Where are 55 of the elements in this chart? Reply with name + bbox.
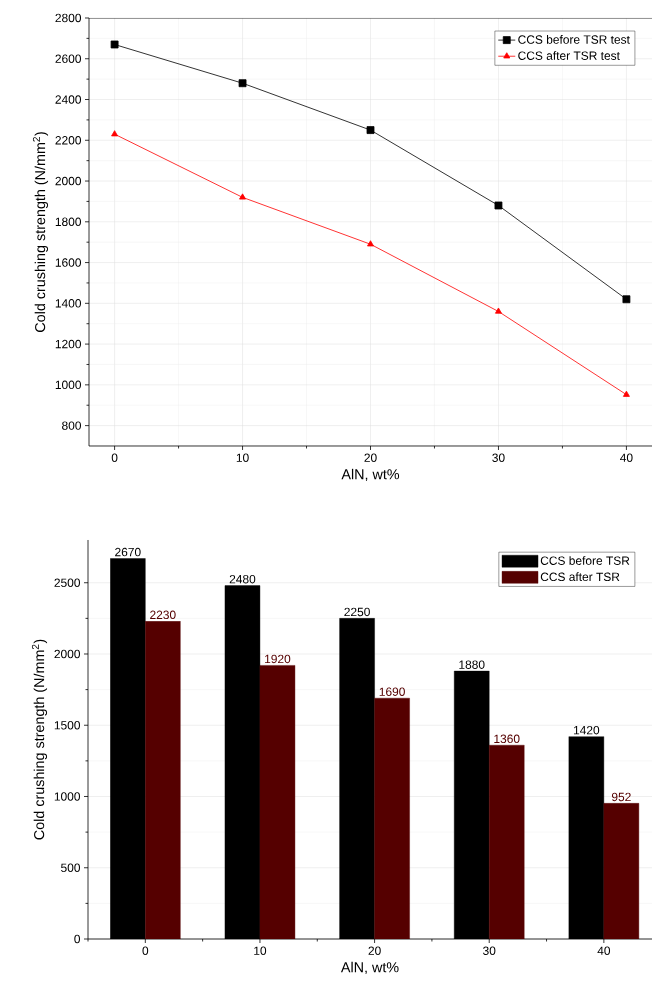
- y-tick-label: 1400: [55, 299, 82, 308]
- y-tick-label: 2800: [55, 13, 82, 23]
- y-axis-title: Cold crushing strength (N/mm$^{2}$): [32, 132, 49, 332]
- x-axis-title: AlN, wt%: [341, 468, 400, 482]
- y-tick-label: 1000: [54, 792, 81, 801]
- y-tick-label: 2400: [55, 95, 82, 104]
- point: [111, 130, 119, 137]
- point: [238, 79, 247, 88]
- x-tick-label: 30: [492, 453, 505, 462]
- y-tick-label: 2000: [55, 176, 82, 186]
- y-tick-label: 500: [61, 863, 81, 872]
- y-tick-label: 1600: [55, 258, 82, 267]
- point: [622, 295, 631, 304]
- y-tick-label: 1200: [55, 339, 82, 349]
- data-label: 1920: [265, 654, 291, 664]
- legend-label: CCS before TSR test: [518, 35, 630, 44]
- y-axis-title: Cold crushing strength (N/mm$^{2}$): [31, 639, 48, 840]
- x-tick-label: 0: [111, 453, 118, 462]
- x-tick-label: 10: [236, 453, 249, 462]
- y-tick-label: 1800: [55, 217, 82, 227]
- point: [622, 390, 630, 397]
- x-tick-label: 10: [254, 946, 267, 955]
- y-tick-label: 2600: [55, 54, 82, 63]
- x-tick-label: 0: [142, 946, 149, 955]
- y-tick-label: 1500: [54, 721, 81, 730]
- legend-label: CCS after TSR: [540, 572, 620, 582]
- data-label: 1880: [459, 660, 485, 669]
- data-label: 1690: [379, 687, 405, 696]
- y-tick-label: 800: [62, 421, 82, 430]
- y-tick-label: 2000: [54, 649, 81, 659]
- point: [367, 240, 374, 247]
- data-label: 2480: [229, 574, 256, 584]
- y-tick-label: 0: [74, 934, 81, 944]
- x-tick-label: 20: [368, 946, 381, 955]
- y-tick-label: 2500: [54, 578, 81, 587]
- x-tick-label: 30: [483, 946, 496, 955]
- y-tick-label: 2200: [55, 136, 82, 145]
- x-axis-title: AlN, wt%: [340, 961, 399, 975]
- point: [494, 201, 503, 210]
- x-tick-label: 40: [597, 946, 611, 955]
- data-label: 1360: [494, 734, 520, 743]
- x-tick-label: 20: [364, 453, 377, 462]
- point: [495, 307, 502, 314]
- data-label: 2250: [344, 607, 370, 617]
- data-label: 952: [611, 792, 631, 802]
- legend-label: CCS before TSR: [540, 556, 630, 565]
- data-label: 2230: [150, 610, 176, 620]
- y-tick-label: 1000: [55, 380, 82, 390]
- data-label: 1420: [573, 725, 600, 735]
- legend-label: CCS after TSR test: [518, 51, 620, 60]
- point: [110, 40, 119, 49]
- data-label: 2670: [115, 547, 141, 557]
- point: [366, 126, 375, 134]
- x-tick-label: 40: [620, 453, 633, 462]
- point: [239, 193, 246, 200]
